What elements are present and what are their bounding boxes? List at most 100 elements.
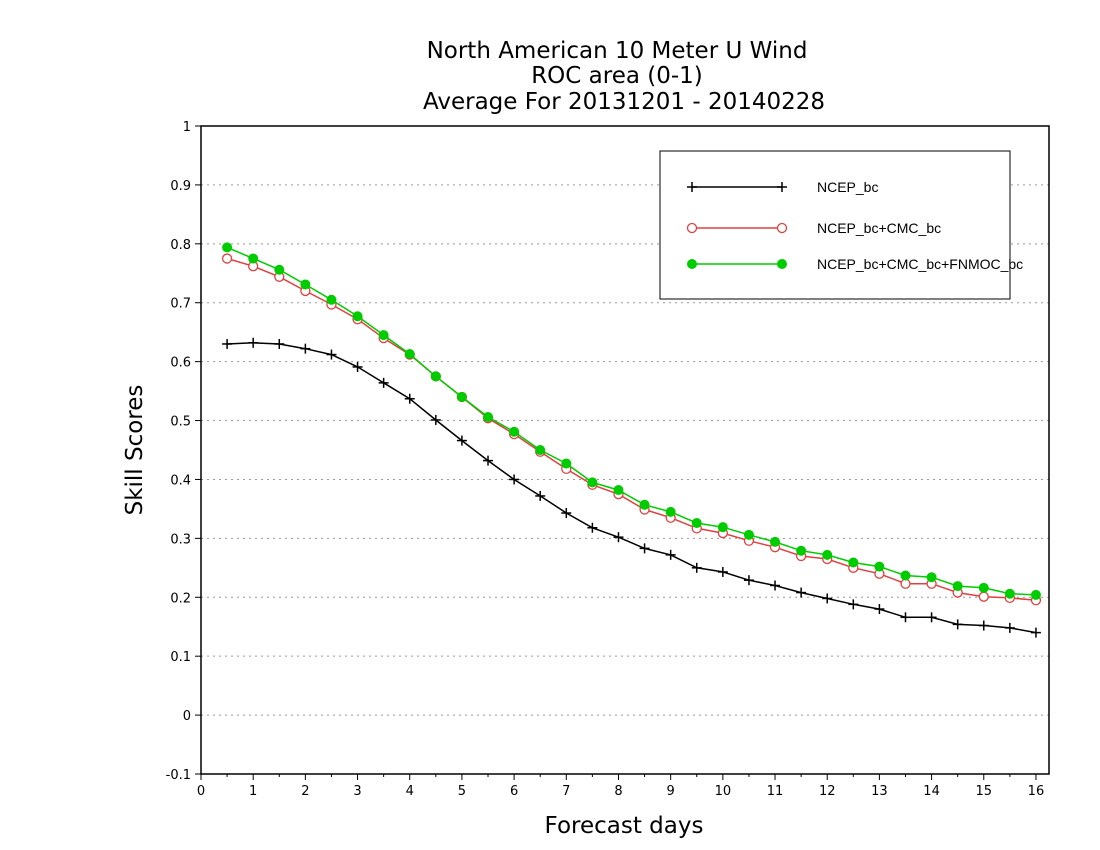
data-point	[587, 477, 598, 488]
data-point	[848, 557, 859, 568]
y-tick-label: 0.1	[170, 650, 191, 665]
data-point	[691, 518, 702, 529]
data-point	[978, 582, 989, 593]
data-point	[952, 619, 963, 630]
data-point	[248, 253, 259, 264]
x-axis-label: Forecast days	[545, 813, 704, 839]
data-point	[483, 455, 494, 466]
data-point	[900, 578, 911, 589]
data-point	[822, 549, 833, 560]
data-point	[978, 591, 989, 602]
y-axis-label: Skill Scores	[122, 385, 148, 516]
data-point	[561, 458, 572, 469]
data-point	[378, 330, 389, 341]
series-0	[222, 337, 1041, 638]
data-point	[743, 529, 754, 540]
y-tick-label: 0.8	[170, 238, 191, 253]
data-point	[796, 587, 807, 598]
data-point	[796, 545, 807, 556]
x-tick-label: 12	[819, 784, 836, 799]
data-point	[509, 426, 520, 437]
legend-marker	[776, 222, 788, 234]
chart-title-line-2: ROC area (0-1)	[531, 63, 703, 89]
series-1	[221, 253, 1042, 606]
x-tick-label: 0	[197, 784, 205, 799]
x-tick-label: 10	[715, 784, 732, 799]
x-tick-label: 1	[249, 784, 257, 799]
legend: NCEP_bc NCEP_bc+CMC_bc NCEP_bc+CMC_bc+FNMO…	[659, 150, 1023, 300]
x-tick-label: 6	[510, 784, 518, 799]
data-point	[430, 371, 441, 382]
chart-title-line-1: North American 10 Meter U Wind	[427, 38, 808, 64]
data-point	[691, 562, 702, 573]
data-point	[248, 337, 259, 348]
data-point	[743, 575, 754, 586]
data-point	[1030, 627, 1041, 638]
y-tick-label: 0.4	[170, 473, 191, 488]
y-tick-label: 1	[183, 120, 191, 135]
data-point	[717, 566, 728, 577]
data-point	[978, 620, 989, 631]
data-point	[326, 349, 337, 360]
data-point	[274, 264, 285, 275]
x-tick-label: 8	[614, 784, 622, 799]
data-point	[665, 506, 676, 517]
data-point	[639, 499, 650, 510]
data-point	[404, 348, 415, 359]
data-point	[665, 549, 676, 560]
data-point	[300, 279, 311, 290]
x-tick-label: 13	[871, 784, 888, 799]
data-point	[274, 338, 285, 349]
data-point	[926, 572, 937, 583]
y-tick-label: 0.2	[170, 591, 191, 606]
x-tick-label: 15	[975, 784, 992, 799]
y-tick-label: 0.5	[170, 415, 191, 430]
legend-label: NCEP_bc+CMC_bc	[817, 220, 941, 236]
data-point	[1030, 589, 1041, 600]
data-point	[926, 612, 937, 623]
data-point	[378, 377, 389, 388]
data-point	[613, 485, 624, 496]
legend-marker	[777, 182, 787, 192]
x-tick-label: 5	[458, 784, 466, 799]
legend-item: NCEP_bc+CMC_bc	[686, 220, 941, 236]
data-point	[509, 474, 520, 485]
legend-marker	[777, 259, 787, 269]
data-point	[352, 311, 363, 322]
x-tick-label: 4	[406, 784, 414, 799]
x-tick-label: 7	[562, 784, 570, 799]
data-point	[483, 412, 494, 423]
data-point	[587, 522, 598, 533]
data-point	[221, 253, 233, 264]
data-point	[639, 543, 650, 554]
series-line	[227, 342, 1037, 634]
legend-marker	[687, 259, 697, 269]
data-point	[430, 414, 441, 425]
data-point	[952, 581, 963, 592]
legend-marker	[686, 222, 698, 234]
data-point	[326, 294, 337, 305]
legend-item: NCEP_bc+CMC_bc+FNMOC_bc	[687, 256, 1023, 272]
data-point	[717, 522, 728, 533]
y-tick-label: 0.6	[170, 356, 191, 371]
data-point	[300, 343, 311, 354]
data-point	[874, 604, 885, 615]
data-point	[535, 490, 546, 501]
legend-label: NCEP_bc+CMC_bc+FNMOC_bc	[817, 256, 1023, 272]
data-point	[456, 391, 467, 402]
chart-title-line-3: Average For 20131201 - 20140228	[423, 89, 825, 115]
data-point	[770, 536, 781, 547]
legend-label: NCEP_bc	[817, 179, 878, 195]
data-point	[770, 580, 781, 591]
x-axis: 0 1 2 3 4 5 6 7 8 9 10 11 12 13 14 15 16	[197, 774, 1044, 799]
data-point	[848, 599, 859, 610]
x-tick-label: 9	[667, 784, 675, 799]
data-point	[404, 393, 415, 404]
y-tick-label: 0	[183, 709, 191, 724]
y-tick-label: 0.9	[170, 179, 191, 194]
data-point	[613, 532, 624, 543]
y-tick-label: 0.7	[170, 297, 191, 312]
legend-box	[659, 150, 1011, 300]
